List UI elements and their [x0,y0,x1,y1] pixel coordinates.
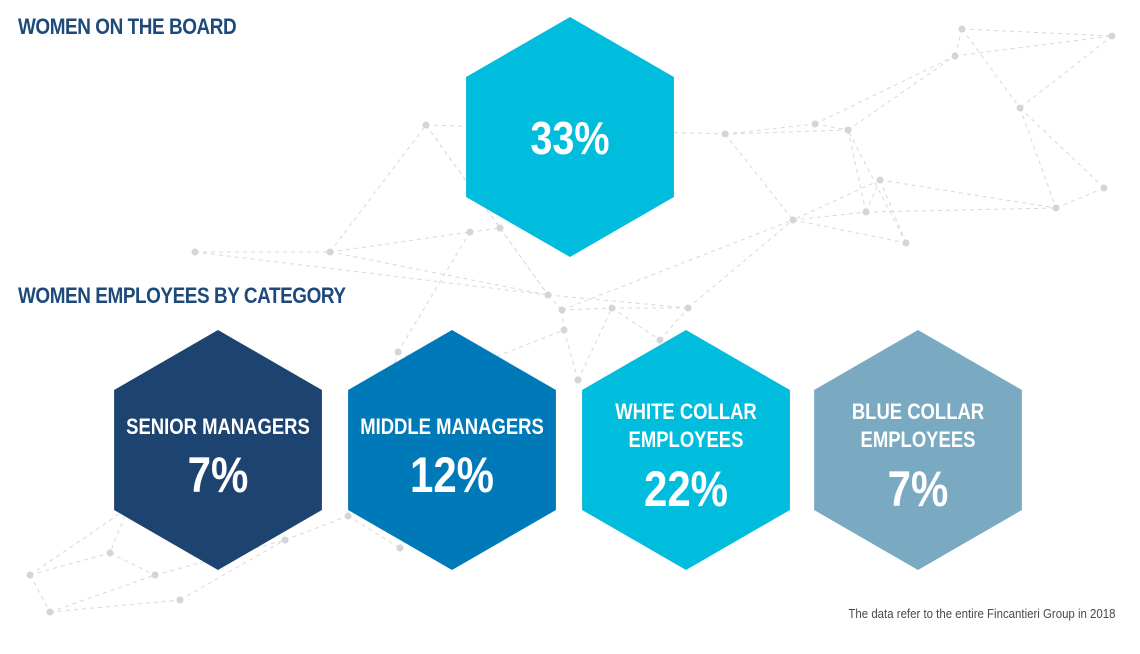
board-hexagon-shape [466,17,674,257]
category-hexagon: SENIOR MANAGERS 7% [114,330,322,570]
network-node [656,336,664,344]
network-line [879,179,907,244]
category-hexagon-shape [582,330,790,570]
footnote: The data refer to the entire Fincantieri… [848,606,1116,621]
network-line [724,123,816,135]
network-node [951,52,959,60]
category-label: MIDDLE MANAGERS [360,416,544,440]
category-value-label: 22% [644,461,728,517]
network-line [109,552,156,576]
network-line [1019,107,1105,189]
network-line [284,515,349,541]
category-value-label: 7% [188,447,249,503]
network-line [792,219,907,244]
network-line [561,307,613,311]
network-line [425,124,549,296]
network-node [1100,184,1108,192]
network-line [29,574,51,613]
network-line [329,124,427,253]
network-line [329,251,549,296]
category-value-label: 12% [410,447,494,503]
network-node [1108,32,1116,40]
category-hexagon: MIDDLE MANAGERS 12% [348,330,556,570]
network-line [1055,187,1105,209]
network-line [29,507,129,576]
category-label: BLUE COLLAR [852,401,985,425]
network-node [396,544,404,552]
network-node [902,239,910,247]
network-line [1019,107,1057,209]
network-line [49,599,181,613]
network-line [29,552,111,576]
network-node [176,596,184,604]
network-node [958,25,966,33]
board-hexagon: 33% [466,17,674,257]
network-line [577,307,613,381]
network-line [1019,35,1113,109]
category-hexagon-shape [348,330,556,570]
network-node [422,121,430,129]
category-hexagon-shape [114,330,322,570]
network-node [326,248,334,256]
category-section-title: WOMEN EMPLOYEES BY CATEGORY [18,283,346,308]
network-line [724,133,794,221]
category-value-label: 7% [888,461,949,517]
network-line [847,129,867,213]
category-hexagon: WHITE COLLAR EMPLOYEES 22% [582,330,790,570]
network-line [347,515,401,549]
network-line [49,574,156,613]
category-hexagon: BLUE COLLAR EMPLOYEES 7% [814,330,1022,570]
network-node [558,306,566,314]
network-line [563,329,579,381]
network-line [814,123,849,131]
board-section-title: WOMEN ON THE BOARD [18,14,237,39]
network-line [469,227,501,233]
network-node [26,571,34,579]
network-node [151,571,159,579]
category-label: WHITE COLLAR [615,401,757,425]
network-line [659,307,689,341]
network-node [844,126,852,134]
network-node [106,549,114,557]
network-node [344,512,352,520]
network-node [789,216,797,224]
network-line [814,55,956,125]
network-line [954,35,1113,57]
network-node [191,248,199,256]
network-node [876,176,884,184]
board-value-label: 33% [530,113,609,164]
network-line [561,219,794,311]
network-node [811,120,819,128]
network-node [281,536,289,544]
category-label: SENIOR MANAGERS [126,416,310,440]
network-line [879,179,1057,209]
network-line [847,55,956,131]
network-node [46,608,54,616]
network-line [865,179,881,213]
network-node [1016,104,1024,112]
network-node [608,304,616,312]
network-line [847,129,907,244]
category-hexagon-shape [814,330,1022,570]
network-node [466,228,474,236]
network-line [687,219,794,309]
network-node [1052,204,1060,212]
network-node [544,291,552,299]
network-node [560,326,568,334]
network-node [394,348,402,356]
category-label: EMPLOYEES [629,429,744,453]
network-node [684,304,692,312]
network-node [496,224,504,232]
network-node [721,130,729,138]
network-line [611,307,661,341]
network-line [961,28,1021,109]
network-node [862,208,870,216]
network-node [574,376,582,384]
category-label: EMPLOYEES [861,429,976,453]
network-line [194,251,549,296]
network-line [961,28,1113,37]
